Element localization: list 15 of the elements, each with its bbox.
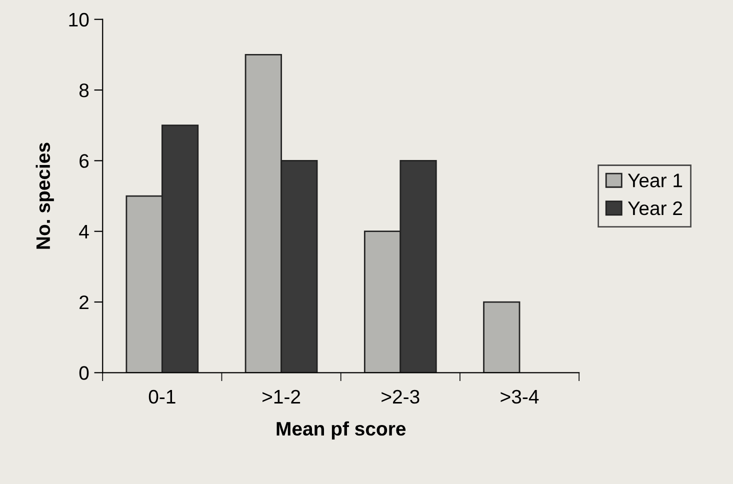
y-tick-label: 2 bbox=[80, 295, 88, 310]
x-tick-label: >3-4 bbox=[500, 390, 539, 404]
y-tick-label: 6 bbox=[80, 154, 89, 168]
legend-label: Year 1 bbox=[628, 174, 682, 188]
bar bbox=[483, 301, 520, 373]
x-tick-label: >1-2 bbox=[262, 390, 300, 404]
y-tick-label: 4 bbox=[79, 225, 89, 238]
x-tick-label: 0-1 bbox=[148, 390, 176, 404]
legend-label: Year 2 bbox=[628, 201, 682, 216]
y-tick-label: 8 bbox=[79, 83, 89, 98]
y-axis-title: No. species bbox=[36, 142, 54, 249]
x-tick-label: >2-3 bbox=[382, 390, 420, 404]
x-axis-title: Mean pf score bbox=[276, 421, 406, 440]
y-tick-label: 0 bbox=[79, 366, 89, 380]
y-tick-label: 10 bbox=[69, 12, 89, 27]
